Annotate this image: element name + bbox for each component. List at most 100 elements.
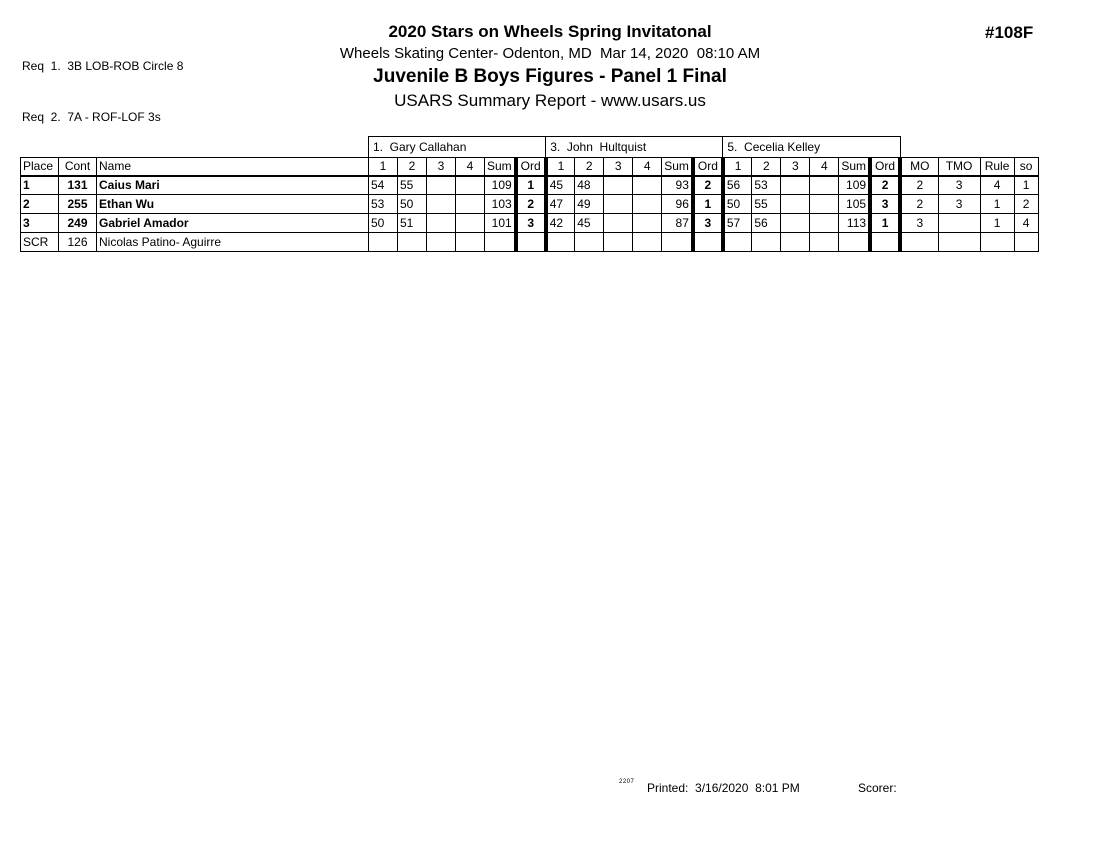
col-header-place: Place — [20, 157, 59, 177]
judge1-mark1-cell — [368, 232, 398, 252]
judge2-mark1-cell: 42 — [545, 213, 576, 233]
judge3-mark3-cell — [780, 175, 811, 195]
col-header-judge1-ord: Ord — [513, 157, 548, 177]
judge1-mark1-cell: 54 — [368, 175, 398, 195]
report-header: 2020 Stars on Wheels Spring Invitatonal … — [0, 20, 1100, 112]
judge1-ordinal-cell — [513, 232, 548, 252]
tmo-cell: 3 — [937, 194, 981, 214]
col-header-judge3-4: 4 — [809, 157, 840, 177]
judge1-sum-cell — [483, 232, 517, 252]
col-header-so: so — [1013, 157, 1039, 177]
skater-name-cell: Gabriel Amador — [96, 213, 369, 233]
judge-name-2: 3. John Hultquist — [545, 136, 724, 158]
col-header-judge1-sum: Sum — [483, 157, 517, 177]
judge1-mark4-cell — [455, 213, 485, 233]
judge2-mark4-cell — [632, 232, 663, 252]
mo-cell: 2 — [899, 194, 939, 214]
place-cell: 2 — [20, 194, 59, 214]
judge1-mark1-cell: 53 — [368, 194, 398, 214]
rule-cell — [979, 232, 1015, 252]
judge2-mark4-cell — [632, 175, 663, 195]
judge3-mark2-cell: 53 — [751, 175, 782, 195]
judge2-mark2-cell — [574, 232, 605, 252]
place-cell: SCR — [20, 232, 59, 252]
judge2-ordinal-cell — [690, 232, 725, 252]
judge1-mark3-cell — [426, 175, 456, 195]
judge2-mark2-cell: 45 — [574, 213, 605, 233]
judge1-mark3-cell — [426, 232, 456, 252]
col-header-judge2-sum: Sum — [661, 157, 694, 177]
col-header-judge1-1: 1 — [368, 157, 398, 177]
judge1-mark3-cell — [426, 194, 456, 214]
col-header-judge3-2: 2 — [751, 157, 782, 177]
col-header-judge1-2: 2 — [397, 157, 427, 177]
place-cell: 1 — [20, 175, 59, 195]
skater-name-cell: Caius Mari — [96, 175, 369, 195]
rule-cell: 1 — [979, 194, 1015, 214]
judge3-ordinal-cell — [868, 232, 903, 252]
printed-line: Printed: 3/16/2020 8:01 PM — [647, 781, 800, 795]
judge2-mark1-cell: 47 — [545, 194, 576, 214]
judge3-mark3-cell — [780, 213, 811, 233]
col-header-rule: Rule — [979, 157, 1015, 177]
judge3-mark4-cell — [809, 175, 840, 195]
judge1-mark4-cell — [455, 232, 485, 252]
division-title: Juvenile B Boys Figures - Panel 1 Final — [373, 66, 727, 87]
col-header-judge1-3: 3 — [426, 157, 456, 177]
judge2-ordinal-cell: 1 — [690, 194, 725, 214]
judge3-mark1-cell — [722, 232, 753, 252]
judge2-mark2-cell: 48 — [574, 175, 605, 195]
report-type-line: USARS Summary Report - www.usars.us — [394, 91, 706, 110]
col-header-judge2-ord: Ord — [690, 157, 725, 177]
judge1-sum-cell: 101 — [483, 213, 517, 233]
judge3-mark1-cell: 57 — [722, 213, 753, 233]
col-header-cont: Cont — [58, 157, 97, 177]
result-row: 2 255 Ethan Wu 53 50 103 2 47 49 96 1 50 55 105 3 2 3 1 2 — [20, 194, 1039, 214]
judge2-mark4-cell — [632, 213, 663, 233]
judge3-mark2-cell: 55 — [751, 194, 782, 214]
judge1-mark4-cell — [455, 175, 485, 195]
col-header-judge3-sum: Sum — [838, 157, 871, 177]
col-header-judge2-3: 3 — [603, 157, 634, 177]
judge3-sum-cell: 113 — [838, 213, 871, 233]
contestant-number-cell: 131 — [58, 175, 97, 195]
mo-cell: 3 — [899, 213, 939, 233]
col-header-judge3-1: 1 — [722, 157, 753, 177]
col-header-judge2-4: 4 — [632, 157, 663, 177]
so-cell — [1013, 232, 1039, 252]
judge1-ordinal-cell: 2 — [513, 194, 548, 214]
tmo-cell: 3 — [937, 175, 981, 195]
so-cell: 2 — [1013, 194, 1039, 214]
skater-name-cell: Ethan Wu — [96, 194, 369, 214]
rule-cell: 1 — [979, 213, 1015, 233]
judge-header-spacer-left — [21, 137, 369, 158]
judge1-mark1-cell: 50 — [368, 213, 398, 233]
judge2-sum-cell — [661, 232, 694, 252]
judge1-ordinal-cell: 3 — [513, 213, 548, 233]
judge2-mark3-cell — [603, 194, 634, 214]
venue-line: Wheels Skating Center- Odenton, MD Mar 1… — [339, 45, 761, 62]
requirements-block: Req 1. 3B LOB-ROB Circle 8 Req 2. 7A - R… — [22, 24, 183, 160]
requirement-line-2: Req 2. 7A - ROF-LOF 3s — [22, 110, 161, 124]
judge3-mark3-cell — [780, 232, 811, 252]
judge2-mark1-cell — [545, 232, 576, 252]
col-header-tmo: TMO — [937, 157, 981, 177]
judge2-sum-cell: 93 — [661, 175, 694, 195]
mo-cell — [899, 232, 939, 252]
judge2-mark2-cell: 49 — [574, 194, 605, 214]
rule-cell: 4 — [979, 175, 1015, 195]
col-header-judge2-2: 2 — [574, 157, 605, 177]
judge3-mark4-cell — [809, 213, 840, 233]
contestant-number-cell: 249 — [58, 213, 97, 233]
so-cell: 1 — [1013, 175, 1039, 195]
judge1-mark4-cell — [455, 194, 485, 214]
contestant-number-cell: 126 — [58, 232, 97, 252]
result-row: SCR 126 Nicolas Patino- Aguirre — [20, 232, 1039, 252]
scorer-label: Scorer: — [858, 781, 897, 795]
place-cell: 3 — [20, 213, 59, 233]
col-header-name: Name — [96, 157, 369, 177]
judge-names-row: 1. Gary Callahan 3. John Hultquist 5. Cece… — [21, 136, 1039, 158]
judge3-ordinal-cell: 2 — [868, 175, 903, 195]
col-header-judge1-4: 4 — [455, 157, 485, 177]
